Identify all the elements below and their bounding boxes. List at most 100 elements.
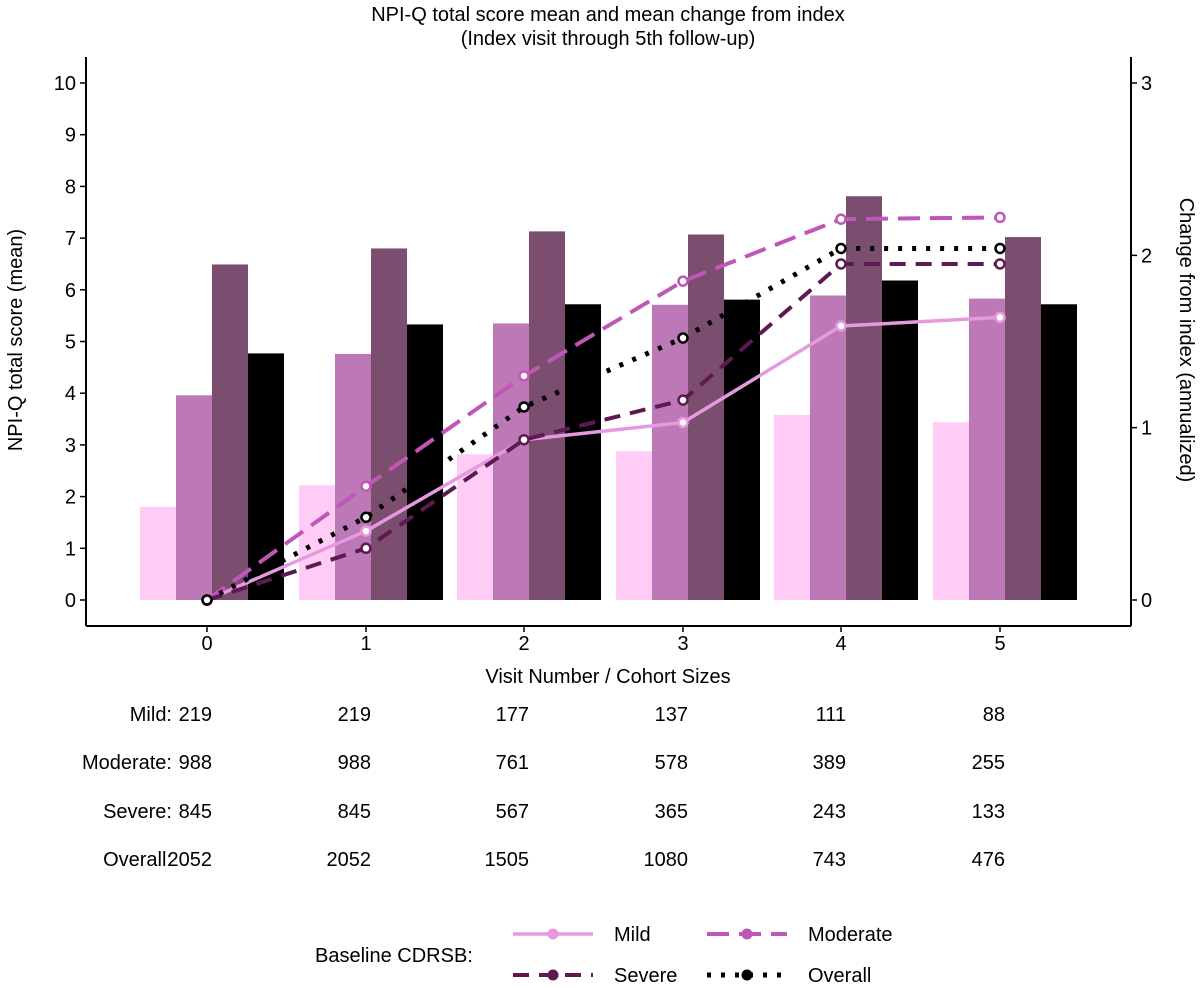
cohort-value-overall-0: 2052	[168, 849, 213, 871]
y-left-tick-label-9: 9	[65, 125, 76, 147]
legend-marker-mild	[547, 928, 559, 940]
point-mild-4	[835, 320, 847, 332]
y-left-tick-label-8: 8	[65, 176, 76, 198]
y-right-tick-label-1: 1	[1141, 418, 1152, 440]
bar-mild-1	[299, 485, 335, 600]
y-axis-title-left: NPI-Q total score (mean)	[5, 229, 27, 451]
lines-group	[201, 211, 1006, 606]
x-tick-label-4: 4	[835, 633, 846, 655]
point-overall-3	[677, 332, 689, 344]
cohort-value-overall-4: 743	[813, 849, 846, 871]
line-severe	[206, 261, 1000, 602]
point-overall-2	[518, 401, 530, 413]
point-severe-2	[518, 433, 530, 446]
line-moderate	[205, 215, 1001, 602]
cohort-value-mild-0: 219	[179, 704, 212, 726]
y-left-tick-label-1: 1	[65, 538, 76, 560]
point-mild-3	[677, 416, 689, 429]
bar-moderate-0	[176, 395, 212, 600]
bar-mild-3	[616, 451, 652, 600]
bar-severe-4	[846, 196, 882, 600]
point-overall-5	[994, 242, 1006, 255]
y-left-tick-label-0: 0	[65, 590, 76, 612]
y-left-tick-label-4: 4	[65, 383, 76, 405]
x-tick-label-5: 5	[994, 633, 1005, 655]
legend-label-severe: Severe	[614, 965, 677, 987]
cohort-value-mild-3: 137	[655, 704, 688, 726]
line-mild	[206, 315, 1001, 602]
point-severe-3	[677, 394, 689, 406]
cohort-value-severe-1: 845	[338, 801, 371, 823]
bar-overall-4	[882, 280, 918, 600]
bar-overall-1	[407, 324, 443, 600]
bar-overall-5	[1041, 304, 1077, 600]
cohort-label-moderate: Moderate:	[82, 752, 172, 774]
cohort-value-severe-2: 567	[496, 801, 529, 823]
cohort-value-mild-2: 177	[496, 704, 529, 726]
cohort-table: Mild: 219 219 177 137 111 88 Moderate: 988 988 761…	[82, 704, 1005, 871]
axes-group: 0 1 2 3 4 5 6 7 8 9 10 0 1 2 3 0 1 2 3 4 5	[54, 57, 1152, 655]
bar-severe-2	[529, 231, 565, 600]
cohort-value-severe-4: 243	[813, 801, 846, 823]
bar-mild-0	[140, 506, 176, 600]
cohort-label-severe: Severe:	[103, 801, 172, 823]
bar-mild-2	[457, 454, 493, 600]
point-overall-1	[360, 511, 372, 524]
x-tick-label-3: 3	[677, 633, 688, 655]
y-left-tick-label-10: 10	[54, 73, 76, 95]
point-moderate-1	[360, 480, 372, 493]
cohort-value-mild-4: 111	[816, 704, 846, 726]
cohort-value-overall-5: 476	[972, 849, 1005, 871]
point-severe-4	[835, 258, 847, 270]
point-moderate-2	[518, 370, 530, 382]
point-severe-1	[360, 542, 372, 555]
cohort-value-moderate-3: 578	[655, 752, 688, 774]
cohort-label-overall: Overall:	[103, 849, 172, 871]
y-left-tick-label-7: 7	[65, 228, 76, 250]
x-axis-title: Visit Number / Cohort Sizes	[485, 666, 730, 688]
cohort-value-moderate-2: 761	[496, 752, 529, 774]
cohort-value-mild-1: 219	[338, 704, 371, 726]
x-tick-label-2: 2	[518, 633, 529, 655]
chart-title: NPI-Q total score mean and mean change f…	[371, 4, 845, 26]
cohort-value-mild-5: 88	[983, 704, 1005, 726]
legend-marker-severe	[547, 969, 559, 981]
bar-mild-4	[774, 414, 810, 600]
legend-label-mild: Mild	[614, 924, 651, 946]
bar-overall-2	[565, 304, 601, 600]
point-moderate-4	[835, 213, 847, 225]
legend: Baseline CDRSB: Mild Moderate Severe Overal…	[315, 924, 893, 987]
bar-mild-5	[933, 422, 969, 600]
cohort-value-severe-5: 133	[972, 801, 1005, 823]
x-tick-label-1: 1	[360, 633, 371, 655]
bars-group	[140, 196, 1077, 601]
y-right-tick-label-3: 3	[1141, 73, 1152, 95]
legend-marker-moderate	[741, 928, 753, 940]
chart-subtitle: (Index visit through 5th follow-up)	[461, 28, 756, 50]
point-severe-5	[994, 258, 1006, 270]
point-overall-0	[201, 594, 213, 606]
cohort-label-mild: Mild:	[130, 704, 172, 726]
cohort-value-severe-3: 365	[655, 801, 688, 823]
point-moderate-5	[994, 211, 1006, 224]
legend-marker-overall	[741, 969, 753, 981]
point-moderate-3	[677, 275, 689, 287]
bar-severe-1	[371, 248, 407, 600]
bar-severe-0	[212, 264, 248, 600]
cohort-value-moderate-0: 988	[179, 752, 212, 774]
legend-label-moderate: Moderate	[808, 924, 893, 946]
bar-moderate-1	[335, 353, 371, 600]
y-left-tick-label-2: 2	[65, 487, 76, 509]
y-left-tick-label-3: 3	[65, 435, 76, 457]
cohort-value-moderate-4: 389	[813, 752, 846, 774]
cohort-value-moderate-5: 255	[972, 752, 1005, 774]
bar-overall-3	[724, 299, 760, 600]
bar-moderate-3	[652, 304, 688, 600]
cohort-value-moderate-1: 988	[338, 752, 371, 774]
cohort-value-overall-3: 1080	[644, 849, 689, 871]
y-right-tick-label-2: 2	[1141, 245, 1152, 267]
y-left-tick-label-6: 6	[65, 280, 76, 302]
bar-moderate-2	[493, 323, 529, 600]
legend-label-overall: Overall	[808, 965, 871, 987]
